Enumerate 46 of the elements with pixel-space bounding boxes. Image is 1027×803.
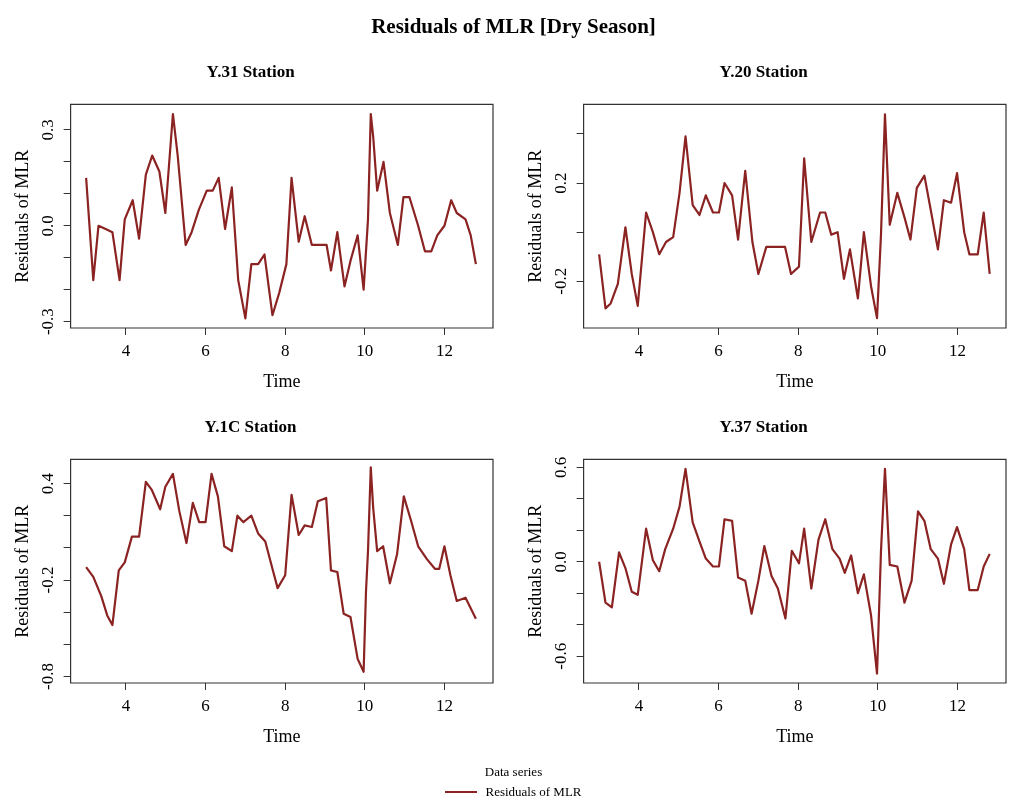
chart-title: Y.1C Station [204,416,298,436]
y-tick-label: 0.3 [38,119,58,141]
chart-title: Y.37 Station [719,416,809,436]
y-tick-label: -0.8 [38,663,58,691]
x-tick-label: 6 [714,340,723,360]
text: Residuals of MLR [Dry Season] [370,13,657,40]
y-tick-label: -0.2 [551,267,571,295]
x-tick-label: 6 [201,695,210,715]
y-axis-title: Residuals of MLR [11,504,32,638]
x-tick-label: 8 [793,340,803,360]
legend-label: Residuals of MLR [485,784,582,800]
x-axis-title: Time [776,725,814,746]
y-tick-label: 0.2 [551,172,571,194]
y-axis-title: Residuals of MLR [524,504,545,638]
x-tick-label: 10 [356,340,374,360]
legend-title: Data series [483,764,544,780]
x-axis-title: Time [263,725,301,746]
y-tick-label: -0.2 [38,566,58,594]
x-tick-label: 12 [948,340,966,360]
x-tick-label: 10 [869,695,887,715]
x-tick-label: 6 [714,695,723,715]
y-tick-label: 0.4 [38,472,58,495]
x-tick-label: 6 [201,340,210,360]
y-tick-label: -0.6 [551,642,571,670]
x-tick-label: 8 [280,340,290,360]
x-axis-title: Time [263,370,301,391]
x-tick-label: 4 [634,340,644,360]
x-axis-title: Time [776,370,814,391]
x-tick-label: 4 [121,695,131,715]
x-tick-label: 4 [634,695,644,715]
chart-title: Y.20 Station [719,61,809,81]
y-tick-label: -0.3 [38,308,58,336]
x-tick-label: 8 [793,695,803,715]
y-tick-label: 0.0 [551,551,571,573]
y-tick-label: 0.0 [38,215,58,237]
x-tick-label: 10 [356,695,374,715]
x-tick-label: 12 [435,695,453,715]
y-axis-title: Residuals of MLR [524,149,545,283]
x-tick-label: 8 [280,695,290,715]
chart-title: Y.31 Station [206,61,296,81]
x-tick-label: 12 [435,340,453,360]
x-tick-label: 12 [948,695,966,715]
y-tick-label: 0.6 [551,456,571,478]
x-tick-label: 10 [869,340,887,360]
x-tick-label: 4 [121,340,131,360]
y-axis-title: Residuals of MLR [11,149,32,283]
